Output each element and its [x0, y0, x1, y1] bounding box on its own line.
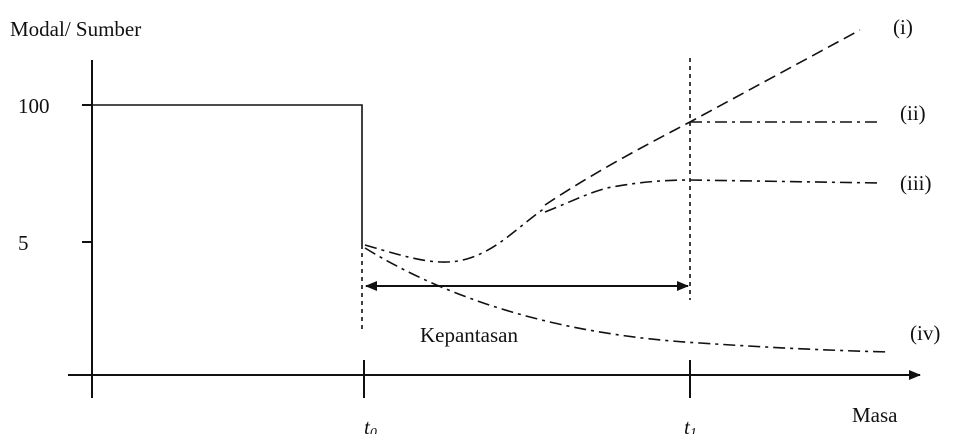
- curve-label: (ii): [900, 101, 926, 125]
- x-tick-label: t1: [684, 415, 697, 434]
- annotation: Kepantasan: [420, 323, 518, 347]
- y-tick-label: 100: [18, 94, 50, 118]
- y-axis-label: Modal/ Sumber: [10, 17, 141, 41]
- y-tick-label: 5: [18, 231, 29, 255]
- x-axis-label: Masa: [852, 403, 898, 427]
- curve-iv: [364, 247, 891, 353]
- curve: [364, 207, 546, 263]
- curve-label: (i): [893, 15, 913, 39]
- curve-label: (iv): [910, 321, 940, 345]
- x-tick-label: t0: [364, 415, 377, 434]
- curve-label: (iii): [900, 171, 932, 195]
- curve-iii: [544, 179, 881, 213]
- step-line: [92, 104, 363, 245]
- curve-i: [544, 29, 861, 206]
